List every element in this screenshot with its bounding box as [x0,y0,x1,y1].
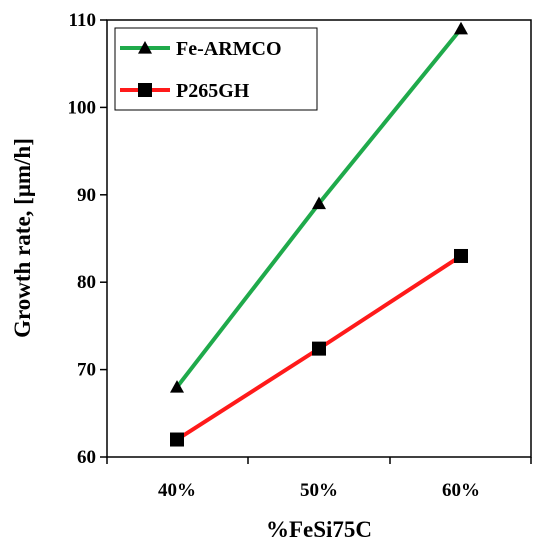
y-axis-title: Growth rate, [μm/h] [10,138,35,338]
legend-box [114,27,318,111]
legend-marker [138,41,152,54]
plot-frame [106,19,532,458]
data-point-fe-armco [312,196,326,210]
y-tick-label: 100 [68,97,97,118]
legend-marker [138,83,152,97]
x-tick-label: 50% [300,480,338,501]
data-point-p265gh [454,248,468,263]
legend: Fe-ARMCO P265GH [114,27,318,111]
x-axis-ticks: 40% 50% 60% [106,457,532,501]
y-tick-label: 90 [77,185,96,206]
y-tick-label: 110 [69,10,96,31]
x-tick-label: 60% [442,480,480,501]
y-tick-label: 80 [77,272,96,293]
data-point-p265gh [312,341,326,356]
series-layer [170,21,468,447]
y-tick-label: 70 [77,360,96,381]
data-point-fe-armco [454,21,468,35]
data-point-fe-armco [170,380,184,393]
x-tick-label: 40% [158,480,196,501]
y-axis-ticks: 60 70 80 90 100 110 [68,10,107,468]
legend-items: Fe-ARMCO P265GH [120,38,282,102]
y-tick-label: 60 [77,447,96,468]
x-axis-title: %FeSi75C [266,517,372,542]
data-point-p265gh [170,432,184,447]
legend-label: P265GH [176,80,250,102]
legend-label: Fe-ARMCO [176,38,282,60]
